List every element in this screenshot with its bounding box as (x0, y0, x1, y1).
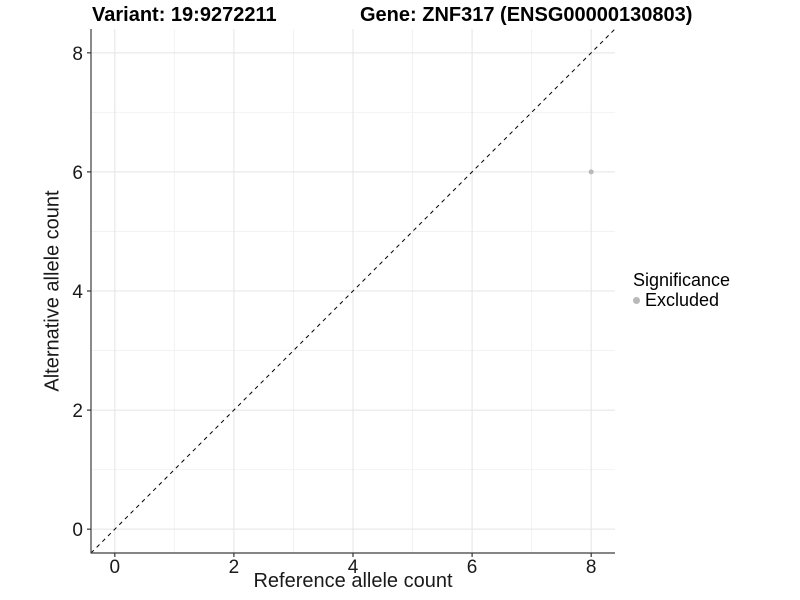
identity-line (90, 28, 616, 554)
gene-title: Gene: ZNF317 (ENSG00000130803) (360, 4, 693, 26)
y-tick-label: 6 (72, 163, 83, 184)
legend-title: Significance (633, 270, 731, 290)
legend-item-label: Excluded (645, 290, 720, 310)
data-point (588, 169, 594, 175)
y-tick-label: 8 (72, 44, 83, 65)
x-tick-label: 4 (348, 557, 359, 578)
x-tick-label: 6 (467, 557, 478, 578)
y-tick-label: 0 (72, 520, 83, 541)
y-tick-label: 2 (72, 401, 83, 422)
variant-title: Variant: 19:9272211 (92, 4, 277, 26)
x-tick-label: 2 (229, 557, 240, 578)
y-axis-title: Alternative allele count (41, 190, 64, 392)
legend-item-excluded: Excluded (633, 291, 730, 310)
x-tick-label: 0 (110, 557, 121, 578)
x-tick-label: 8 (586, 557, 597, 578)
y-tick-label: 4 (72, 282, 83, 303)
legend: Significance Excluded (633, 271, 730, 310)
x-axis-title: Reference allele count (253, 570, 453, 592)
excluded-point-icon (633, 297, 640, 304)
